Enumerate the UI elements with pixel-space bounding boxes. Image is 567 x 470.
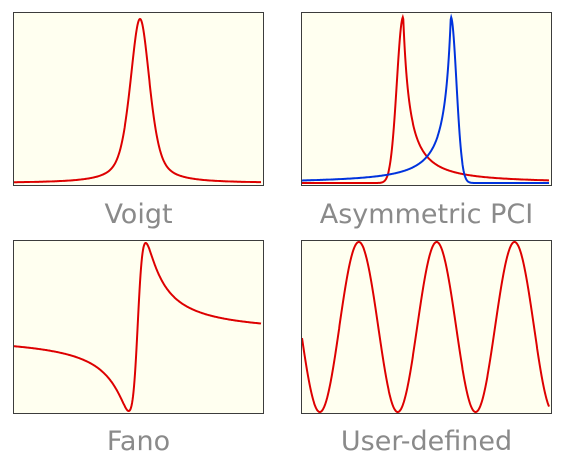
plot-user-defined [301,240,552,414]
voigt-curve-svg [14,17,262,184]
plot-fano [13,240,264,414]
pci-right-curve [302,13,550,185]
voigt-curve [14,17,262,184]
user-defined-svg [302,241,550,413]
user-defined-curve [302,241,550,413]
fano-curve-svg [14,241,262,413]
caption-fano: Fano [106,426,171,457]
fano-curve [14,241,262,413]
caption-voigt: Voigt [104,199,173,230]
caption-user-defined: User-defined [340,426,513,457]
plot-voigt [13,12,264,186]
asymmetric-pci-svg [302,13,550,185]
plot-asymmetric-pci [301,12,552,186]
caption-asymmetric-pci: Asymmetric PCI [319,199,534,230]
pci-left-curve [302,13,550,185]
